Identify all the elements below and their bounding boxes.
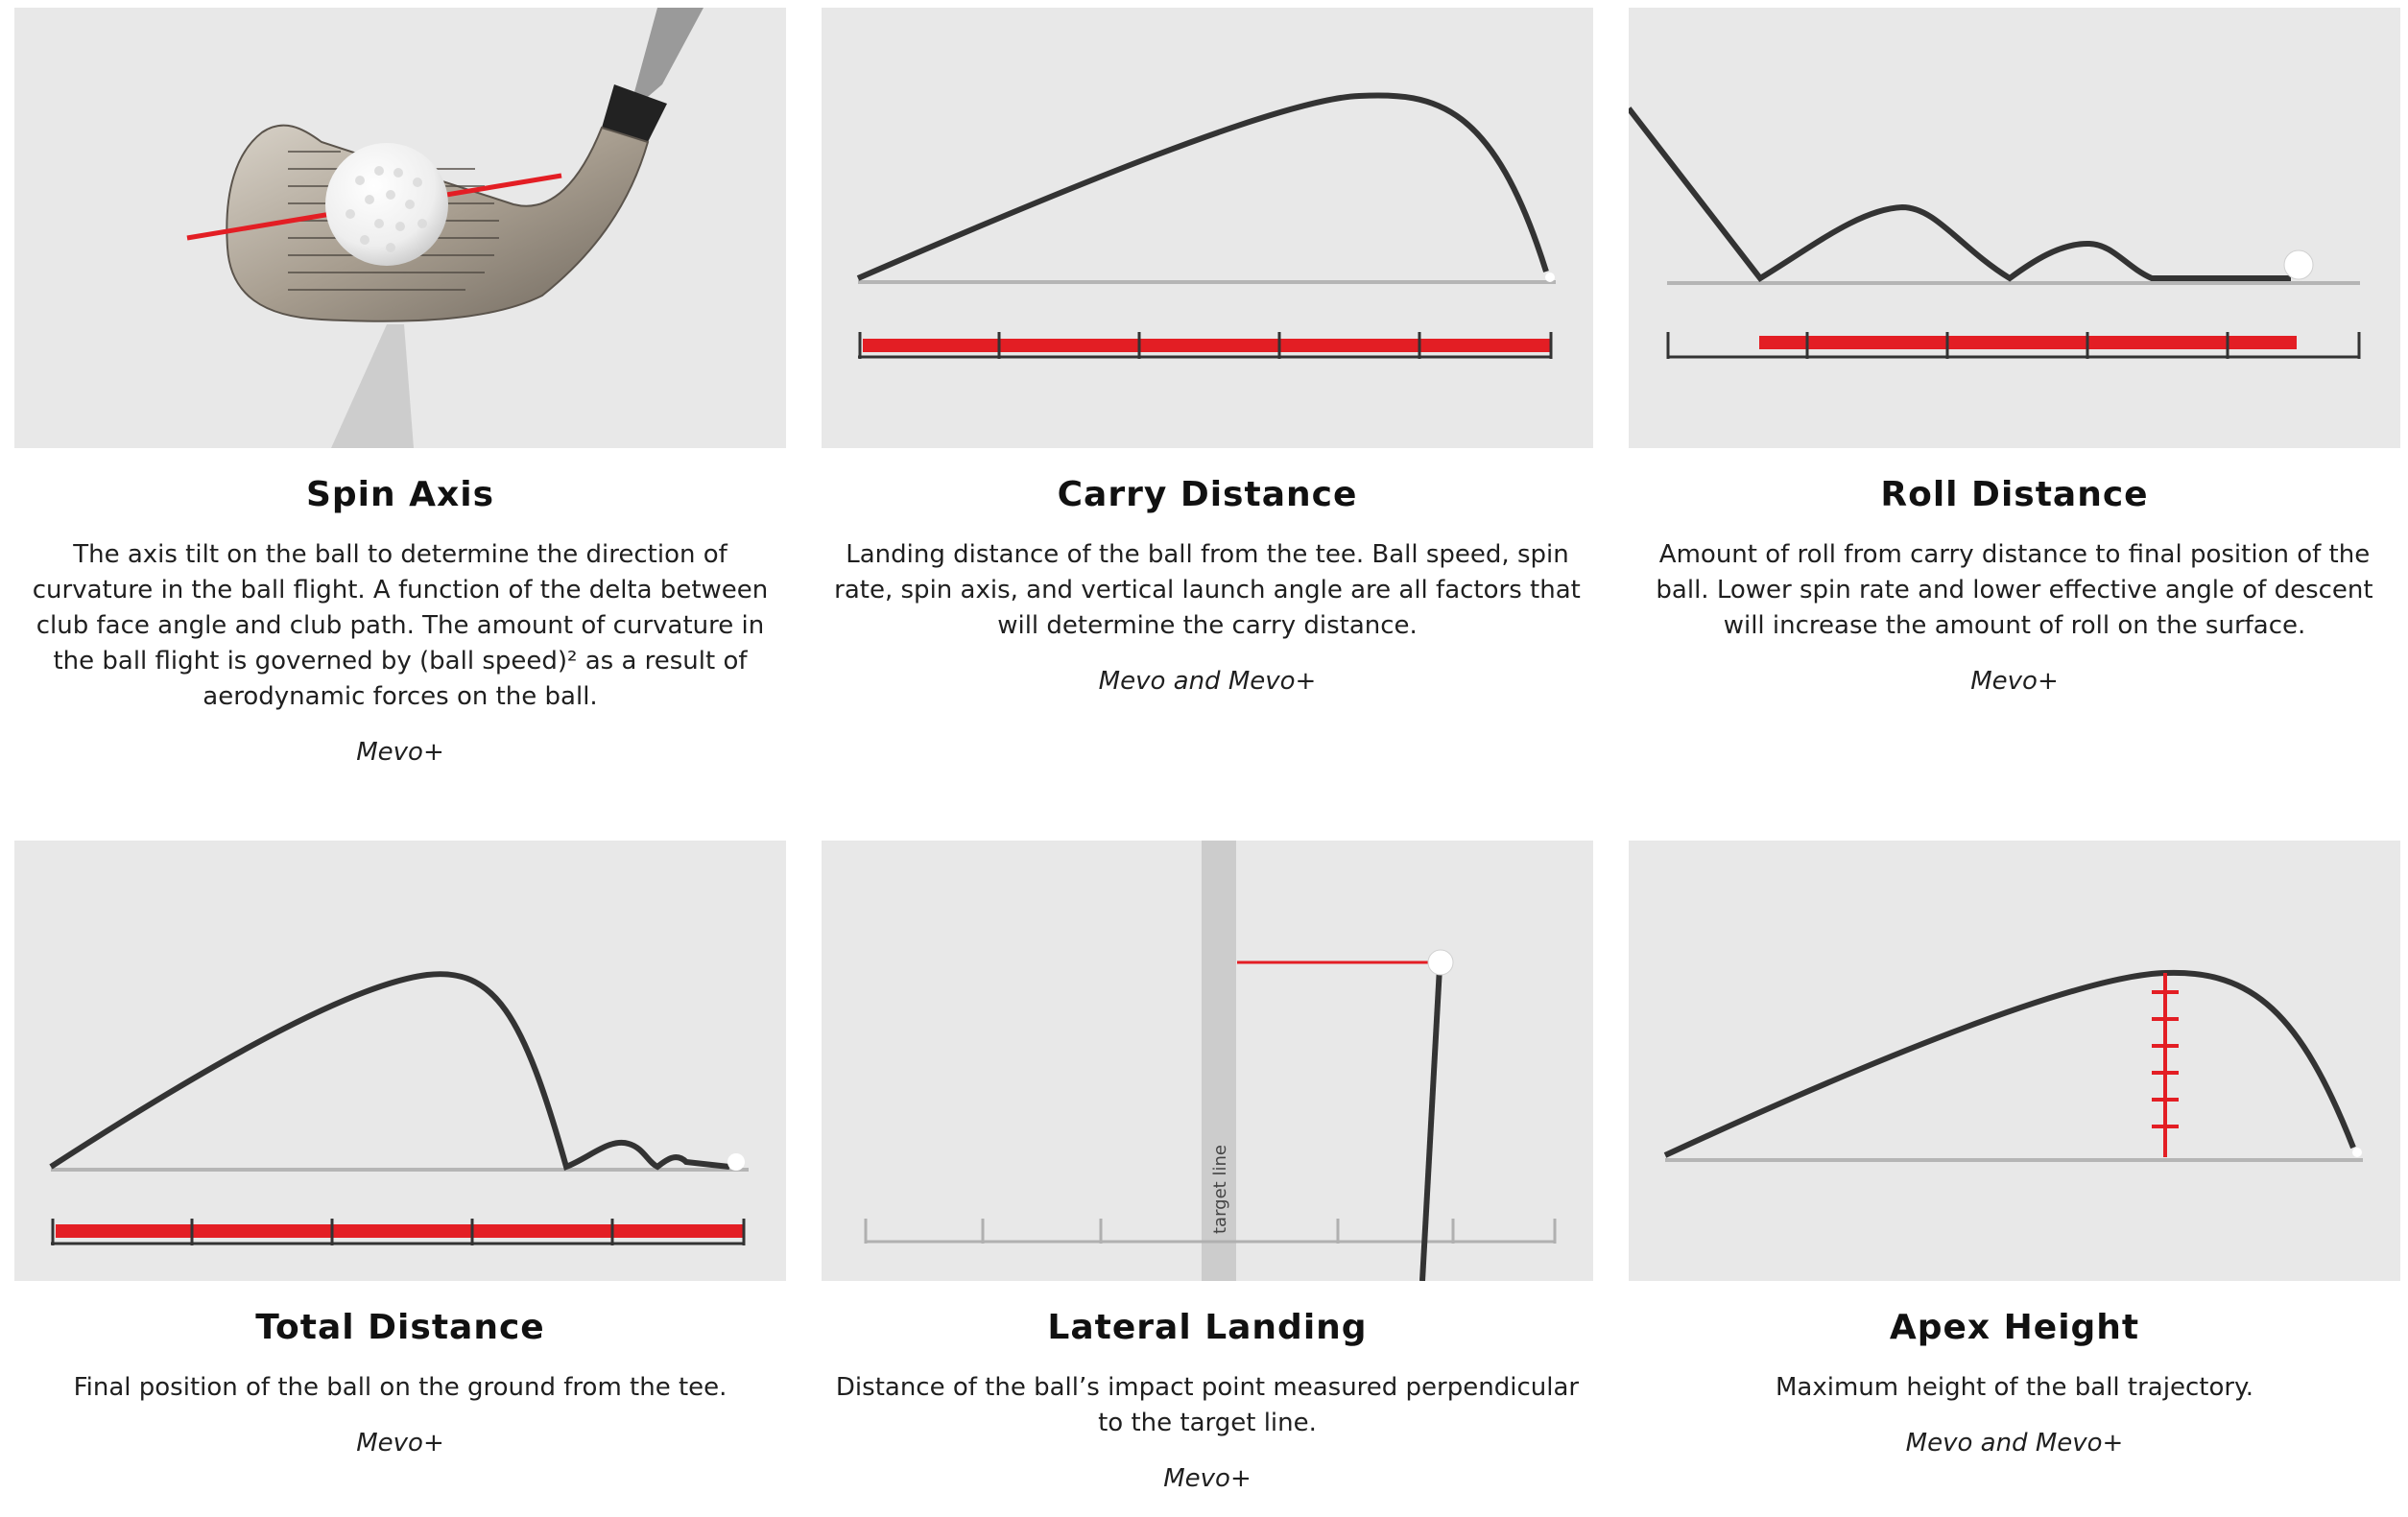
target-line-label: target line [1210, 1145, 1230, 1234]
card-description: The axis tilt on the ball to determine t… [32, 540, 769, 711]
metric-card-carry-distance: Carry Distance Landing distance of the b… [822, 8, 1593, 696]
total-distance-illustration [14, 841, 786, 1281]
metric-card-lateral-landing: target line Lateral Landing Distance of … [822, 841, 1593, 1493]
card-availability: Mevo+ [356, 738, 444, 767]
apex-height-illustration [1629, 841, 2400, 1281]
card-description: Maximum height of the ball trajectory. [1776, 1373, 2253, 1402]
card-availability: Mevo+ [1163, 1464, 1252, 1493]
card-title: Apex Height [1889, 1308, 2140, 1347]
golf-ball-icon [325, 143, 448, 266]
roll-scale-icon [1666, 332, 2361, 359]
card-description: Amount of roll from carry distance to fi… [1656, 540, 2373, 640]
card-availability: Mevo+ [356, 1429, 444, 1458]
carry-distance-illustration [822, 8, 1593, 448]
metric-card-spin-axis: Spin Axis The axis tilt on the ball to d… [14, 8, 786, 767]
golf-ball-icon [1427, 949, 1454, 976]
card-availability: Mevo+ [1970, 667, 2059, 696]
target-line-icon: target line [864, 841, 1557, 1281]
trajectory-arc-icon [856, 92, 1556, 359]
card-title: Total Distance [255, 1308, 545, 1347]
carry-scale-icon [858, 332, 1553, 359]
golf-ball-icon [2283, 249, 2314, 280]
card-description: Distance of the ball’s impact point meas… [835, 1373, 1580, 1437]
card-title: Lateral Landing [1047, 1308, 1368, 1347]
card-availability: Mevo and Mevo+ [1905, 1429, 2124, 1458]
lateral-landing-illustration: target line [822, 841, 1593, 1281]
metric-card-total-distance: Total Distance Final position of the bal… [14, 841, 786, 1458]
card-description: Final position of the ball on the ground… [73, 1373, 727, 1402]
card-description: Landing distance of the ball from the te… [834, 540, 1581, 640]
tee-icon [331, 324, 414, 448]
golf-iron-icon [186, 8, 703, 448]
metric-card-roll-distance: Roll Distance Amount of roll from carry … [1629, 8, 2400, 696]
card-title: Roll Distance [1880, 475, 2149, 514]
trajectory-with-roll-icon [49, 971, 749, 1245]
card-title: Carry Distance [1057, 475, 1358, 514]
apex-height-marker-icon [2152, 973, 2179, 1157]
spin-axis-illustration [14, 8, 786, 448]
roll-distance-illustration [1629, 8, 2400, 448]
apex-arc-icon [1663, 969, 2363, 1162]
card-title: Spin Axis [305, 475, 495, 514]
bouncing-ball-icon [1629, 107, 2361, 359]
total-scale-icon [51, 1219, 746, 1245]
metric-card-apex-height: Apex Height Maximum height of the ball t… [1629, 841, 2400, 1458]
card-availability: Mevo and Mevo+ [1098, 667, 1317, 696]
